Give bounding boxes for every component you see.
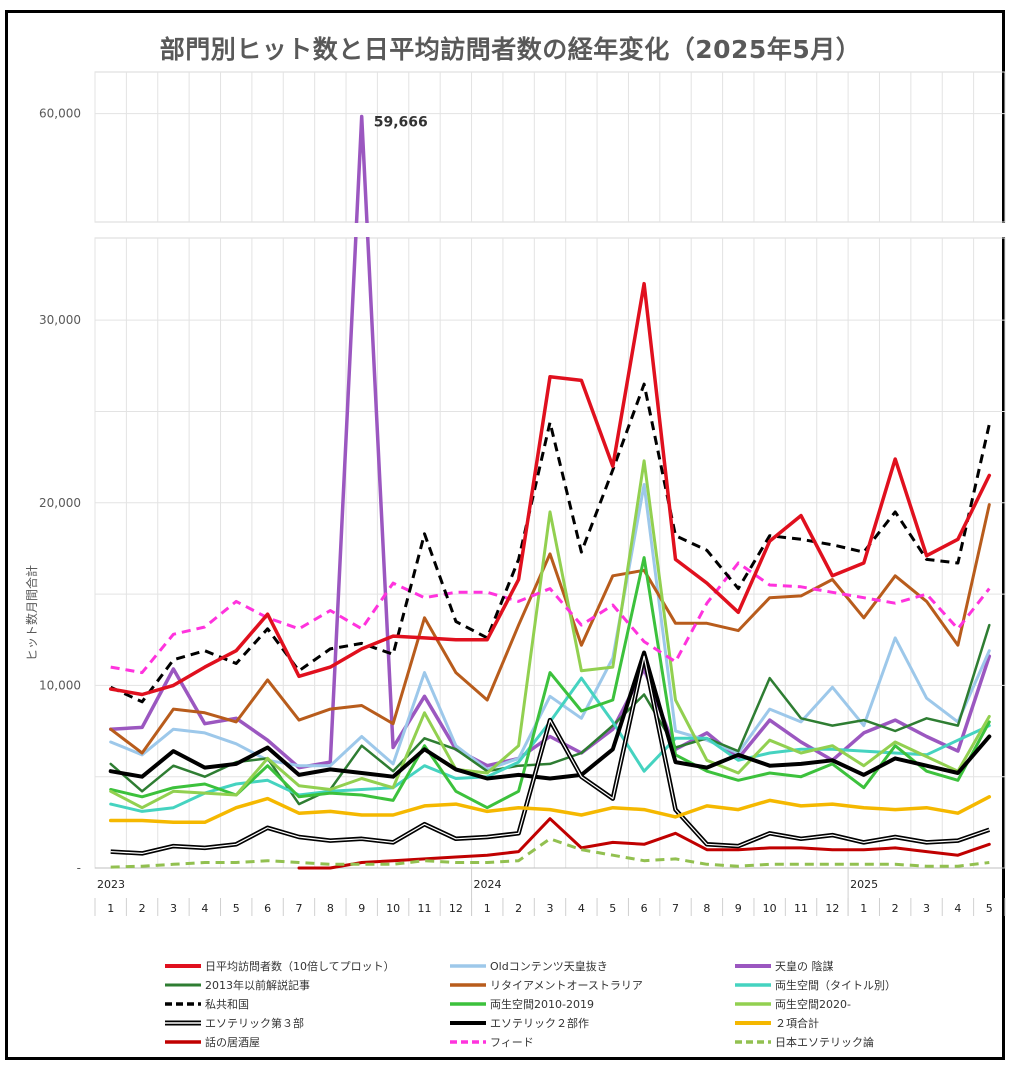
x-tick-label: 9	[358, 902, 365, 915]
legend-label: エソテリック第３部	[205, 1016, 304, 1030]
x-tick-label: 6	[641, 902, 648, 915]
x-tick-label: 5	[986, 902, 993, 915]
legend-label: 話の居酒屋	[205, 1035, 260, 1049]
x-tick-label: 7	[672, 902, 679, 915]
spike-data-label: 59,666	[374, 114, 428, 130]
x-tick-label: 10	[763, 902, 777, 915]
legend-label: Oldコンテンツ天皇抜き	[490, 959, 608, 973]
x-tick-label: 9	[735, 902, 742, 915]
x-tick-label: 8	[703, 902, 710, 915]
legend-label: エソテリック２部作	[490, 1016, 589, 1030]
legend-label: 両生空間2010-2019	[490, 997, 594, 1011]
legend-label: 両生空間（タイトル別）	[775, 978, 896, 992]
legend-label: 日平均訪問者数（10倍してプロット）	[205, 959, 395, 973]
series-line-8	[109, 459, 991, 810]
x-tick-label: 12	[825, 902, 839, 915]
y-tick-label: 60,000	[39, 107, 81, 121]
series-line-10	[108, 650, 992, 781]
x-tick-label: 5	[233, 902, 240, 915]
series-line-2	[108, 114, 992, 770]
series-line-3	[109, 623, 991, 806]
x-tick-label: 3	[170, 902, 177, 915]
series-line-4	[109, 503, 991, 755]
x-tick-label: 8	[327, 902, 334, 915]
y-axis-label: ヒット数月間合計	[24, 565, 39, 661]
x-tick-label: 1	[107, 902, 114, 915]
y-tick-label: -	[77, 861, 81, 875]
x-tick-label: 4	[578, 902, 585, 915]
legend-label: リタイアメントオーストラリア	[490, 979, 643, 992]
series-line-9-inner	[110, 655, 990, 854]
y-tick-label: 30,000	[39, 313, 81, 327]
legend-label: 両生空間2020-	[775, 997, 851, 1011]
x-tick-label: 11	[794, 902, 808, 915]
x-tick-label: 6	[264, 902, 271, 915]
x-tick-label: 1	[484, 902, 491, 915]
x-tick-label: 3	[547, 902, 554, 915]
chart-frame	[5, 10, 1005, 1060]
legend-label: 日本エソテリック論	[775, 1035, 874, 1049]
x-year-label: 2023	[97, 878, 125, 891]
legend-label: 私共和国	[205, 998, 249, 1011]
legend-label: 天皇の 陰謀	[775, 959, 834, 973]
axis-break-gap	[91, 223, 1009, 237]
series-line-12	[297, 817, 991, 870]
series-line-14	[110, 837, 990, 869]
x-tick-label: 11	[417, 902, 431, 915]
legend-label: フィード	[490, 1036, 534, 1049]
series-line-6	[110, 382, 991, 704]
x-tick-label: 12	[449, 902, 463, 915]
x-tick-label: 2	[139, 902, 146, 915]
y-tick-label: 20,000	[39, 496, 81, 510]
series-line-11	[108, 795, 992, 825]
x-tick-label: 1	[860, 902, 867, 915]
x-tick-label: 7	[295, 902, 302, 915]
y-tick-label: 10,000	[39, 678, 81, 692]
x-tick-label: 3	[923, 902, 930, 915]
chart-title: 部門別ヒット数と日平均訪問者数の経年変化（2025年5月）	[159, 35, 862, 64]
x-tick-label: 4	[201, 902, 208, 915]
x-tick-label: 2	[892, 902, 899, 915]
x-tick-label: 2	[515, 902, 522, 915]
legend-label: ２項合計	[775, 1016, 819, 1030]
x-year-label: 2025	[850, 878, 878, 891]
series-line-7	[109, 556, 991, 810]
x-year-label: 2024	[474, 878, 502, 891]
upper-plot-area	[94, 71, 1006, 223]
series-line-0	[108, 281, 992, 697]
x-tick-label: 10	[386, 902, 400, 915]
x-tick-label: 5	[609, 902, 616, 915]
legend-label: 2013年以前解説記事	[205, 978, 310, 992]
series-line-13	[110, 561, 991, 675]
x-tick-label: 4	[954, 902, 961, 915]
